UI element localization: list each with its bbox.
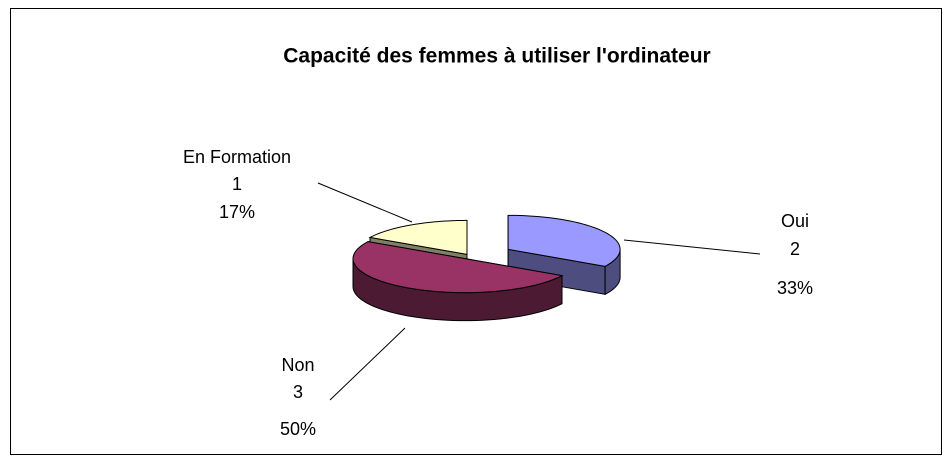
percentage-label: 33% bbox=[777, 278, 813, 298]
leader-line bbox=[623, 239, 761, 255]
value-label: 2 bbox=[790, 239, 800, 259]
category-label: En Formation bbox=[183, 147, 291, 167]
labels: Oui 2 33% Non 3 50% En Formation 1 17% bbox=[183, 147, 813, 439]
slice bbox=[352, 241, 564, 322]
pie bbox=[352, 214, 621, 322]
category-label: Non bbox=[281, 355, 314, 375]
percentage-label: 17% bbox=[219, 202, 255, 222]
leader-line bbox=[329, 327, 406, 401]
category-label: Oui bbox=[781, 211, 809, 231]
slice-top bbox=[368, 219, 468, 256]
percentage-label: 50% bbox=[280, 419, 316, 439]
value-label: 3 bbox=[293, 382, 303, 402]
slice bbox=[507, 214, 621, 296]
chart-title: Capacité des femmes à utiliser l'ordinat… bbox=[283, 45, 710, 68]
leader-line bbox=[317, 182, 413, 223]
slice-top bbox=[352, 241, 564, 294]
slice-top bbox=[507, 214, 621, 267]
value-label: 1 bbox=[232, 174, 242, 194]
chart-border bbox=[10, 8, 942, 455]
